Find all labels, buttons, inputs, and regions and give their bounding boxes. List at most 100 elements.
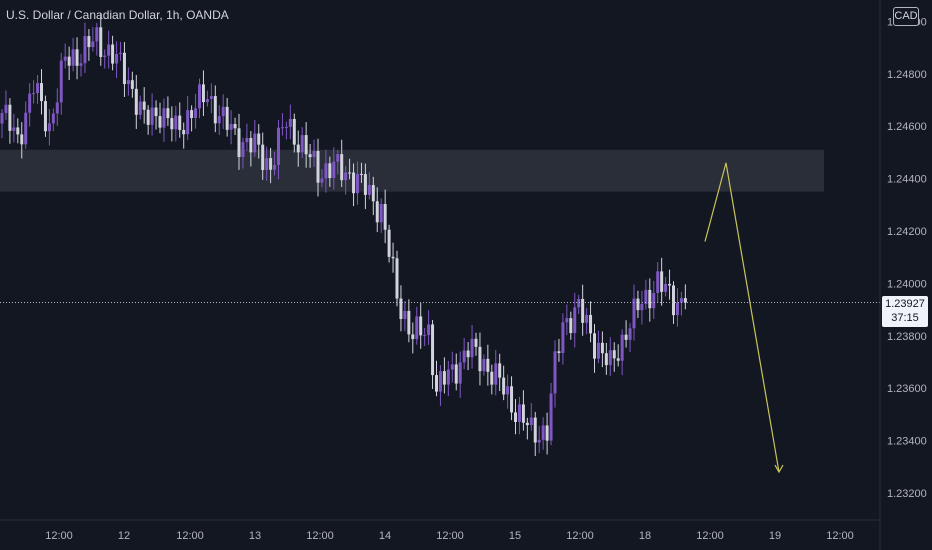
candle-body [652,293,656,309]
candle-body [585,314,589,323]
candle-body [466,350,470,358]
candles-group [0,12,687,456]
candle-body [296,144,300,153]
price-tick-label: 1.24400 [887,174,927,186]
candle-body [87,36,91,48]
time-axis[interactable]: 12:00 12 12:00 13 12:00 14 12:00 15 12:00 18 12:00… [45,530,854,542]
candle-body [423,335,427,337]
candle-body [454,364,458,384]
candle-body [474,338,478,347]
resistance-zone [0,149,824,192]
candle-body [134,88,138,115]
candle-body [549,393,553,441]
price-tick-label: 1.23200 [887,488,927,500]
candle-body [47,123,51,132]
time-tick-label: 12:00 [45,530,73,542]
candle-body [150,107,154,125]
candle-body [581,298,585,323]
candle-body [284,126,288,128]
candle-body [356,173,359,194]
candle-body [288,118,292,127]
candle-body [446,369,450,385]
candle-body [0,113,4,124]
candle-body [75,49,79,66]
candle-body [237,128,241,157]
candle-body [435,375,438,392]
candle-body [277,127,280,165]
candle-body [245,137,249,143]
candle-body [198,84,201,109]
candle-body [403,310,407,320]
time-tick-label: 12:00 [566,530,594,542]
candle-body [162,108,166,128]
candle-body [383,204,387,230]
candle-body [324,163,328,179]
candle-body [316,150,320,183]
candle-body [644,289,648,304]
candle-body [182,129,186,135]
time-tick-label: 12:00 [696,530,724,542]
candle-body [367,185,371,195]
candle-body [253,133,257,153]
candle-body [213,96,217,124]
candle-body [79,63,83,66]
candle-body [170,118,174,130]
candle-body [431,324,435,376]
candle-body [221,106,225,117]
candle-body [328,163,332,179]
candle-body [4,104,8,114]
price-tick-label: 1.24800 [887,69,927,81]
candle-body [648,289,652,309]
time-tick-label: 12:00 [306,530,334,542]
candle-body [442,371,446,385]
candle-body [63,56,67,61]
candle-body [656,271,660,294]
candle-body [269,158,273,170]
candle-body [379,204,383,223]
candle-body [419,316,423,336]
time-tick-label: 13 [249,530,261,542]
candle-body [107,44,111,56]
candle-body [71,49,75,66]
candle-body [194,108,198,118]
candle-body [201,84,205,103]
time-tick-label: 19 [769,530,781,542]
candle-body [320,178,324,183]
candle-body [174,115,178,130]
candle-body [59,60,63,103]
bar-countdown: 37:15 [891,312,919,324]
candle-body [32,93,36,95]
candle-body [241,142,245,157]
candle-body [494,363,498,385]
candle-body [111,44,115,64]
projection-arrow [704,162,780,473]
candle-body [521,404,525,423]
candle-body [344,172,348,181]
candle-body [636,298,640,311]
candle-body [178,115,182,130]
time-tick-label: 12:00 [176,530,204,542]
candle-body [24,112,28,145]
candle-body [517,404,521,423]
candle-body [209,96,213,100]
candle-body [20,134,24,145]
candle-body [561,322,565,353]
candle-body [99,27,103,57]
candle-body [458,362,462,384]
candle-body [506,386,510,395]
candle-body [664,283,668,292]
candle-body [95,27,99,42]
projection-arrow-head [774,464,784,474]
candle-body [43,101,47,132]
candle-body [336,154,340,162]
candle-body [12,127,16,131]
candle-body [462,350,466,363]
candle-body [205,99,209,103]
candle-body [612,350,616,359]
candle-body [573,307,577,334]
candle-body [450,364,454,370]
candle-body [510,386,514,413]
currency-badge[interactable]: CAD [893,7,919,26]
candle-body [233,123,237,129]
